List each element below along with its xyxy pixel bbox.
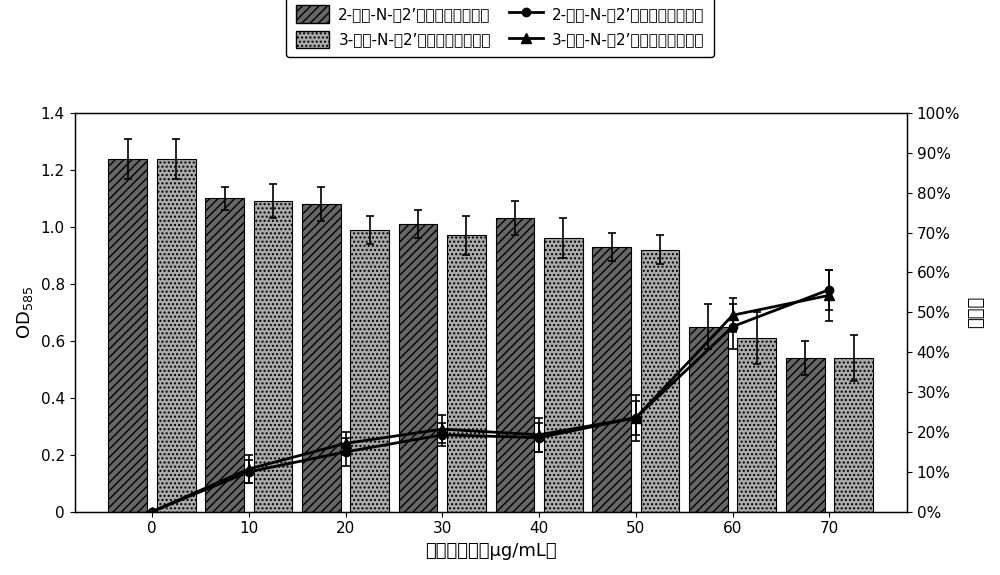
Bar	[254, 201, 292, 512]
Y-axis label: OD$_{585}$: OD$_{585}$	[15, 286, 35, 339]
Y-axis label: 抑制率: 抑制率	[967, 296, 985, 328]
Bar	[544, 238, 583, 512]
Bar	[205, 198, 244, 512]
Bar	[496, 218, 534, 512]
Bar	[689, 327, 728, 512]
Bar	[447, 236, 486, 512]
Bar	[108, 159, 147, 512]
X-axis label: 化合物浓度（μg/mL）: 化合物浓度（μg/mL）	[425, 542, 556, 560]
Bar	[350, 230, 389, 512]
Bar	[399, 224, 437, 512]
Legend: 2-甲基-N-（2’－苯乙基）丁酰胺, 3-甲基-N-（2’－苯乙基）丁酰胺, 2-甲基-N-（2’－苯乙基）丁酰胺, 3-甲基-N-（2’－苯乙基）丁酰胺: 2-甲基-N-（2’－苯乙基）丁酰胺, 3-甲基-N-（2’－苯乙基）丁酰胺, …	[286, 0, 714, 58]
Bar	[786, 358, 825, 512]
Bar	[641, 250, 679, 512]
Bar	[737, 338, 776, 512]
Bar	[834, 358, 873, 512]
Bar	[157, 159, 196, 512]
Bar	[302, 204, 341, 512]
Bar	[592, 247, 631, 512]
